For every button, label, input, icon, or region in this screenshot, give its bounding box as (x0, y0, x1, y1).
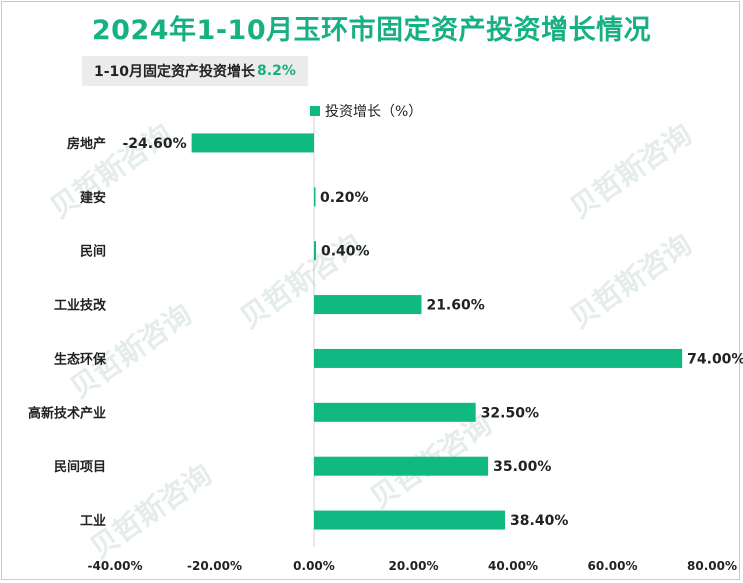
data-label: 38.40% (510, 513, 568, 529)
x-tick-label: -20.00% (187, 559, 242, 573)
bar (191, 133, 314, 153)
x-tick-label: 20.00% (389, 559, 439, 573)
category-label: 建安 (80, 190, 106, 206)
category-label: 生态环保 (54, 351, 107, 367)
x-tick-label: 40.00% (488, 559, 538, 573)
x-tick-label: 60.00% (588, 559, 638, 573)
data-label: 0.40% (321, 244, 370, 260)
data-label: 0.20% (320, 190, 369, 206)
bar (314, 402, 476, 422)
x-tick-label: -40.00% (88, 559, 143, 573)
chart-title: 2024年1-10月玉环市固定资产投资增长情况 (91, 15, 652, 46)
bar (314, 295, 422, 315)
bar (314, 510, 506, 530)
category-label: 民间项目 (54, 459, 106, 475)
data-label: -24.60% (122, 136, 186, 152)
data-label: 21.60% (426, 298, 484, 314)
bar (314, 241, 316, 261)
legend-label: 投资增长（%） (325, 104, 423, 120)
bar (314, 348, 683, 368)
subtitle-label: 1-10月固定资产投资增长 (94, 64, 256, 80)
data-label: 35.00% (493, 459, 551, 475)
x-tick-label: 80.00% (687, 559, 737, 573)
category-label: 工业 (80, 513, 106, 529)
legend: 投资增长（%） (310, 101, 422, 121)
x-tick-label: 0.00% (293, 559, 335, 573)
category-label: 房地产 (67, 136, 106, 152)
bar (314, 456, 489, 476)
bar (314, 187, 316, 207)
subtitle-value: 8.2% (257, 63, 296, 79)
legend-swatch (310, 106, 320, 116)
subtitle-box: 1-10月固定资产投资增长 8.2% (82, 56, 308, 86)
category-label: 工业技改 (54, 298, 107, 314)
data-label: 74.00% (687, 351, 743, 367)
data-label: 32.50% (481, 405, 539, 421)
category-label: 高新技术产业 (28, 405, 106, 421)
category-label: 民间 (80, 244, 106, 260)
